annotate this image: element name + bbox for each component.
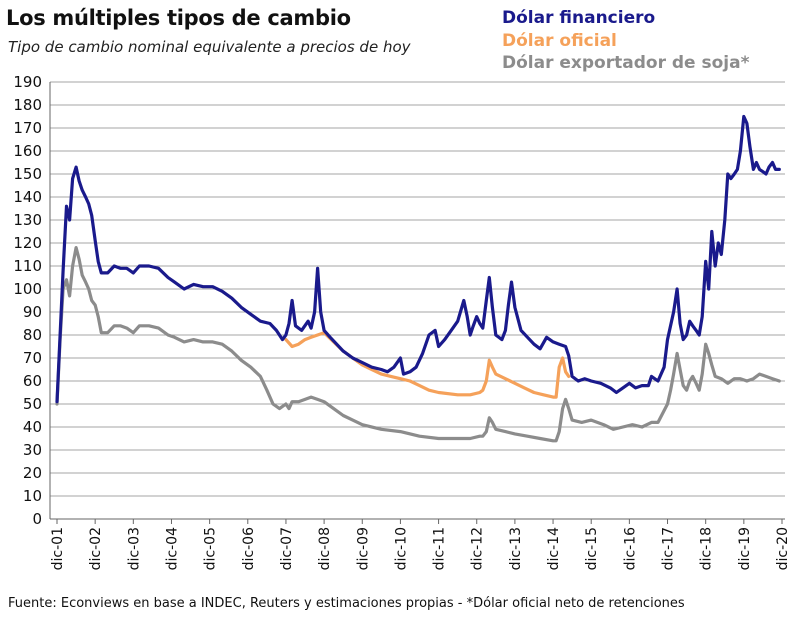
y-tick-label: 130	[13, 211, 42, 229]
x-tick-label: dic-15	[584, 527, 600, 570]
y-tick-label: 140	[13, 188, 42, 206]
y-tick-label: 160	[13, 142, 42, 160]
x-tick-label: dic-14	[546, 527, 562, 570]
x-tick-label: dic-06	[241, 527, 257, 570]
axes: 0 10 20 30 40 50 60 70 80 90 100 110 120 130 140 150 160…	[13, 73, 791, 570]
y-tick-label: 180	[13, 96, 42, 114]
legend-entry-dolar-oficial: Dólar oficial	[502, 31, 617, 51]
y-tick-label: 80	[23, 326, 42, 344]
y-tick-label: 90	[23, 303, 42, 321]
source-note: Fuente: Econviews en base a INDEC, Reute…	[8, 596, 685, 611]
legend-entry-dolar-financiero: Dólar financiero	[502, 8, 656, 28]
series-line-dolar-exportador-de-soja	[55, 246, 781, 443]
grid-lines	[50, 81, 785, 497]
y-tick-label: 170	[13, 119, 42, 137]
x-tick-label: dic-13	[508, 527, 524, 570]
y-tick-label: 40	[23, 418, 42, 436]
x-tick-label: dic-20	[775, 527, 791, 570]
y-tick-label: 190	[13, 73, 42, 91]
x-tick-label: dic-12	[470, 527, 486, 570]
x-tick-label: dic-05	[203, 527, 219, 570]
legend-entry-dolar-exportador-soja: Dólar exportador de soja*	[502, 53, 750, 73]
y-tick-label: 60	[23, 372, 42, 390]
x-tick-label: dic-17	[661, 527, 677, 570]
y-tick-label: 120	[13, 234, 42, 252]
x-tick-label: dic-02	[88, 527, 104, 570]
y-tick-label: 50	[23, 395, 42, 413]
x-tick-label: dic-10	[393, 527, 409, 570]
x-tick-label: dic-07	[279, 527, 295, 570]
x-tick-label: dic-08	[317, 527, 333, 570]
y-tick-label: 20	[23, 464, 42, 482]
chart-title: Los múltiples tipos de cambio	[6, 6, 351, 30]
y-tick-label: 70	[23, 349, 42, 367]
x-tick-label: dic-11	[432, 527, 448, 570]
series-lines	[55, 114, 781, 443]
chart-subtitle: Tipo de cambio nominal equivalente a pre…	[8, 38, 411, 56]
y-tick-label: 0	[32, 510, 42, 528]
x-tick-label: dic-03	[126, 527, 142, 570]
series-line-dolar-financiero	[55, 114, 781, 404]
y-tick-label: 110	[13, 257, 42, 275]
x-tick-label: dic-09	[355, 527, 371, 570]
y-tick-label: 30	[23, 441, 42, 459]
y-tick-label: 150	[13, 165, 42, 183]
y-tick-label: 100	[13, 280, 42, 298]
x-tick-label: dic-16	[622, 527, 638, 570]
x-tick-label: dic-19	[737, 527, 753, 570]
y-tick-label: 10	[23, 487, 42, 505]
x-tick-label: dic-04	[164, 527, 180, 570]
x-tick-label: dic-01	[50, 527, 66, 570]
x-tick-label: dic-18	[699, 527, 715, 570]
